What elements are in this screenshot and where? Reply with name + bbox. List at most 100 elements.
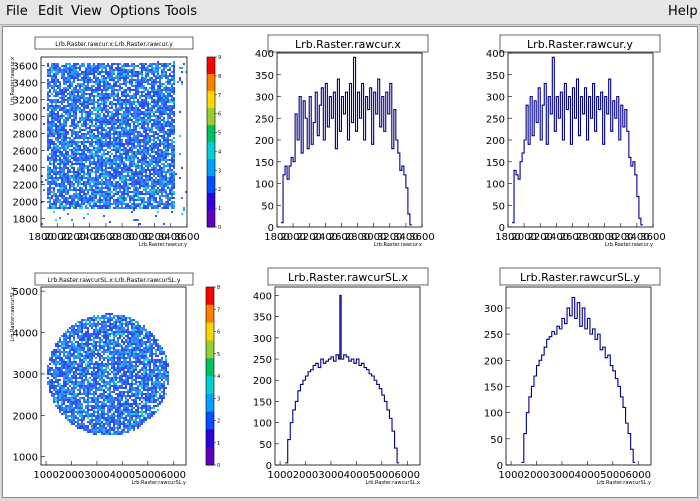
plot-pad-4: Lrb.Raster.rawcurSL.x:Lrb.Raster.rawcurS… xyxy=(10,273,220,486)
x-tick-label: 2000 xyxy=(293,470,318,481)
plot-title: Lrb.Raster.rawcur.y xyxy=(527,38,633,51)
colorbar-tick-label: 2 xyxy=(217,419,220,425)
colorbar-segment xyxy=(206,422,214,426)
colorbar-segment xyxy=(207,193,215,197)
colorbar-segment xyxy=(207,207,215,211)
colorbar-segment xyxy=(206,383,214,387)
y-tick-label: 5000 xyxy=(13,287,38,298)
colorbar-segment xyxy=(206,312,214,316)
x-axis-title: Lrb.Raster.rawcur.x xyxy=(374,242,422,248)
y-tick-label: 150 xyxy=(484,382,503,393)
histogram-line xyxy=(285,295,399,462)
x-tick-label: 1000 xyxy=(33,470,58,481)
colorbar-segment xyxy=(206,376,214,380)
colorbar-segment xyxy=(206,451,214,455)
colorbar-tick-label: 1 xyxy=(218,206,221,212)
colorbar-segment xyxy=(207,152,215,156)
menu-edit[interactable]: Edit xyxy=(38,4,63,19)
colorbar-segment xyxy=(206,372,214,376)
menu-help[interactable]: Help xyxy=(668,4,698,19)
colorbar-segment xyxy=(207,210,215,214)
y-tick-label: 200 xyxy=(484,356,503,367)
histogram-line xyxy=(512,57,643,224)
y-tick-label: 100 xyxy=(484,409,503,420)
colorbar-segment xyxy=(207,173,215,177)
colorbar-segment xyxy=(206,369,214,373)
colorbar-segment xyxy=(206,426,214,430)
colorbar-segment xyxy=(207,122,215,126)
menu-file[interactable]: File xyxy=(6,4,28,19)
colorbar-segment xyxy=(206,298,214,302)
colorbar-segment xyxy=(206,458,214,462)
x-axis-title: Lrb.Raster.rawcur.y xyxy=(605,242,653,248)
x-tick-label: 3000 xyxy=(318,470,343,481)
colorbar-segment xyxy=(206,323,214,327)
y-tick-label: 50 xyxy=(261,201,274,212)
y-tick-label: 2600 xyxy=(13,147,38,158)
colorbar-segment xyxy=(206,344,214,348)
colorbar-segment xyxy=(206,387,214,391)
colorbar-tick-label: 2 xyxy=(218,187,221,193)
colorbar-segment xyxy=(207,105,215,109)
y-tick-label: 350 xyxy=(486,71,505,82)
colorbar-segment xyxy=(207,101,215,105)
colorbar-segment xyxy=(206,333,214,337)
colorbar-segment xyxy=(206,404,214,408)
y-tick-label: 3200 xyxy=(13,96,38,107)
y-tick-label: 350 xyxy=(255,71,274,82)
colorbar-segment xyxy=(207,183,215,187)
plot-title: Lrb.Raster.rawcurSL.y xyxy=(520,271,641,284)
plot-pad-1: Lrb.Raster.rawcur.x:Lrb.Raster.rawcur.y0… xyxy=(10,37,221,248)
colorbar-segment xyxy=(206,394,214,398)
colorbar-segment xyxy=(207,156,215,160)
colorbar-tick-label: 6 xyxy=(218,112,221,118)
heatmap-cells xyxy=(47,313,169,435)
colorbar-segment xyxy=(207,125,215,129)
colorbar-segment xyxy=(207,115,215,119)
colorbar-segment xyxy=(207,203,215,207)
colorbar-segment xyxy=(206,294,214,298)
menu-tools[interactable]: Tools xyxy=(165,4,197,19)
colorbar-segment xyxy=(206,444,214,448)
colorbar-segment xyxy=(206,351,214,355)
colorbar-segment xyxy=(206,301,214,305)
colorbar-tick-label: 4 xyxy=(218,149,221,155)
colorbar-tick-label: 8 xyxy=(217,285,220,291)
y-tick-label: 150 xyxy=(486,158,505,169)
colorbar-segment xyxy=(207,94,215,98)
x-tick-label: 2000 xyxy=(59,470,84,481)
menu-options[interactable]: Options xyxy=(110,4,160,19)
colorbar-tick-label: 7 xyxy=(217,307,220,313)
colorbar-tick-label: 3 xyxy=(218,168,221,174)
x-axis-title: Lrb.Raster.rawcurSL.y xyxy=(131,480,186,486)
x-axis-title: Lrb.Raster.rawcurSL.y xyxy=(596,480,651,486)
y-tick-label: 0 xyxy=(268,223,274,234)
colorbar-segment xyxy=(207,149,215,153)
colorbar-segment xyxy=(207,166,215,170)
y-tick-label: 200 xyxy=(255,136,274,147)
colorbar-tick-label: 4 xyxy=(217,374,220,380)
colorbar-segment xyxy=(206,401,214,405)
colorbar-segment xyxy=(207,200,215,204)
y-tick-label: 400 xyxy=(255,49,274,60)
colorbar-segment xyxy=(206,319,214,323)
colorbar-tick-label: 1 xyxy=(217,441,220,447)
colorbar-segment xyxy=(207,81,215,85)
colorbar-segment xyxy=(206,315,214,319)
y-tick-label: 150 xyxy=(255,158,274,169)
colorbar-tick-label: 5 xyxy=(218,131,221,137)
y-tick-label: 50 xyxy=(492,201,505,212)
colorbar-segment xyxy=(207,118,215,122)
colorbar-segment xyxy=(206,355,214,359)
x-axis-title: Lrb.Raster.rawcurSL.x xyxy=(365,480,420,486)
y-axis-title: Lrb.Raster.rawcurSL.x xyxy=(10,287,16,342)
colorbar-segment xyxy=(207,67,215,71)
colorbar-segment xyxy=(206,437,214,441)
colorbar-segment xyxy=(207,179,215,183)
menu-view[interactable]: View xyxy=(71,4,102,19)
colorbar-segment xyxy=(206,415,214,419)
